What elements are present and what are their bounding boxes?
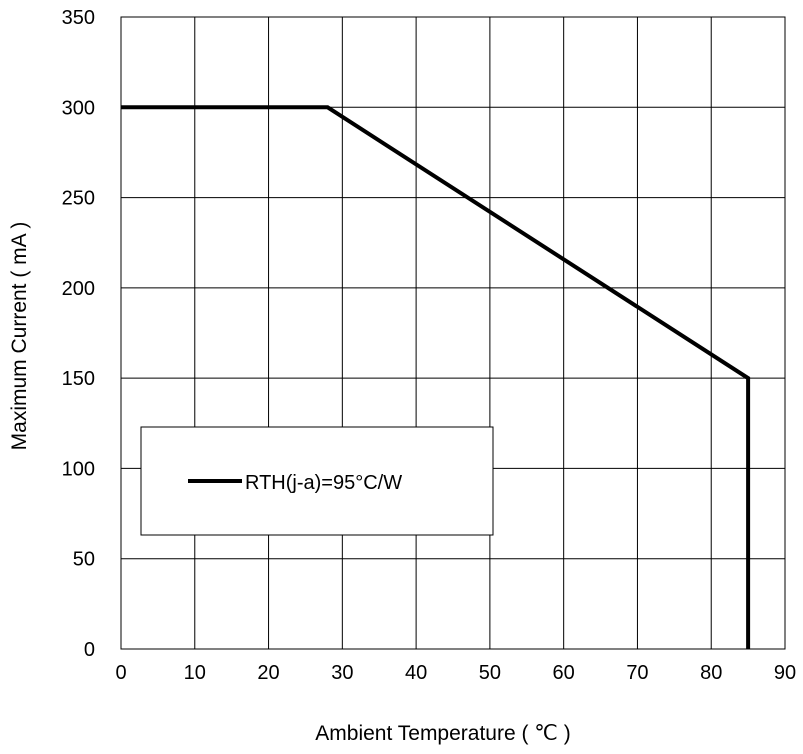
legend-label: RTH(j-a)=95°C/W — [245, 472, 402, 494]
y-tick-label: 50 — [73, 549, 95, 571]
x-tick-label: 20 — [257, 662, 279, 684]
x-tick-label: 30 — [331, 662, 353, 684]
x-axis-title: Ambient Temperature ( ℃ ) — [315, 722, 570, 745]
x-tick-label: 50 — [479, 662, 501, 684]
series-group — [121, 105, 751, 649]
y-tick-label: 0 — [84, 639, 95, 661]
legend: RTH(j-a)=95°C/W — [140, 426, 494, 536]
y-tick-label: 200 — [62, 278, 95, 300]
series-line — [121, 105, 751, 649]
y-tick-label: 250 — [62, 188, 95, 210]
y-axis-title: Maximum Current ( mA ) — [8, 222, 31, 451]
x-tick-label: 90 — [774, 662, 796, 684]
grid-lines — [120, 16, 786, 650]
x-tick-labels: 0 10 20 30 40 50 60 70 80 90 — [115, 662, 796, 684]
y-tick-labels: 0 50 100 150 200 250 300 350 — [62, 7, 95, 661]
y-tick-label: 350 — [62, 7, 95, 29]
x-tick-label: 0 — [115, 662, 126, 684]
x-tick-label: 10 — [184, 662, 206, 684]
plot-frame — [120, 16, 786, 650]
x-tick-label: 80 — [700, 662, 722, 684]
y-tick-label: 300 — [62, 97, 95, 119]
x-tick-label: 60 — [553, 662, 575, 684]
y-tick-label: 150 — [62, 368, 95, 390]
y-tick-label: 100 — [62, 458, 95, 480]
x-tick-label: 40 — [405, 662, 427, 684]
x-tick-label: 70 — [626, 662, 648, 684]
